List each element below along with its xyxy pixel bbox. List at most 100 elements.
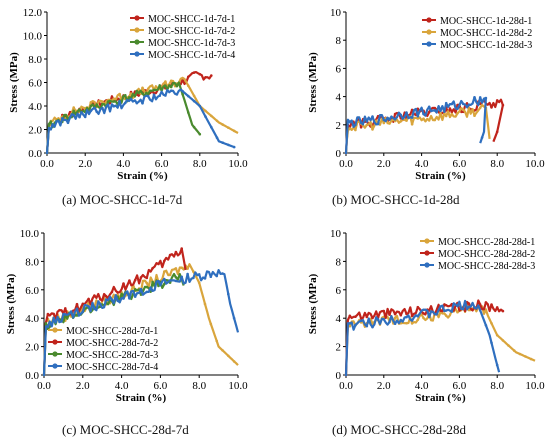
y-tick-label: 10 (330, 228, 342, 240)
series-marker (163, 259, 166, 263)
series-marker (46, 325, 50, 328)
series-marker (405, 111, 408, 114)
x-tick-label: 6.0 (155, 158, 169, 170)
legend-label: MOC-SHCC-1d-7d-3 (148, 38, 235, 49)
series-marker (152, 88, 156, 92)
series-marker (139, 287, 143, 291)
series-marker (197, 281, 201, 285)
series-marker (410, 108, 414, 112)
series-marker (227, 292, 230, 296)
series-marker (215, 119, 219, 123)
legend-swatch-marker (426, 29, 432, 35)
x-tick-label: 8.0 (193, 158, 207, 170)
series-marker (157, 279, 160, 283)
series-marker (501, 309, 505, 313)
y-tick-label: 2.0 (25, 342, 39, 354)
series-marker (410, 123, 414, 126)
series-marker (416, 305, 420, 309)
series-marker (410, 319, 414, 322)
series-marker (175, 93, 179, 96)
series-marker (174, 276, 178, 279)
series-marker (110, 290, 114, 294)
series-marker (444, 314, 448, 317)
series-marker (232, 316, 236, 320)
x-tick-label: 0.0 (40, 158, 54, 170)
series-marker (192, 270, 195, 273)
x-tick-label: 10.0 (228, 380, 248, 392)
x-tick-label: 2.0 (377, 158, 391, 170)
series-marker (433, 118, 437, 122)
series-line-0-1 (45, 76, 239, 154)
x-axis-title: Strain (%) (116, 392, 167, 404)
series-marker (427, 105, 431, 109)
series-marker (64, 313, 67, 316)
series-marker (388, 118, 391, 121)
series-marker (382, 318, 386, 321)
y-tick-label: 8 (336, 35, 342, 47)
y-tick-label: 4.0 (25, 313, 39, 325)
series-marker (473, 96, 476, 99)
series-marker (210, 114, 213, 118)
series-marker (524, 355, 527, 358)
series-marker (164, 84, 167, 87)
x-tick-label: 2.0 (78, 158, 92, 170)
y-tick-label: 10.0 (23, 31, 43, 43)
series-marker (141, 86, 144, 90)
series-marker (204, 76, 207, 79)
x-tick-label: 4.0 (415, 158, 429, 170)
series-marker (163, 270, 166, 273)
y-tick-label: 2 (336, 120, 342, 132)
series-marker (151, 266, 154, 270)
legend-swatch-marker (52, 327, 58, 333)
series-marker (444, 114, 448, 118)
x-axis-title: Strain (%) (415, 392, 466, 404)
series-marker (393, 312, 397, 316)
series-marker (478, 309, 482, 312)
series-marker (203, 302, 207, 306)
x-tick-label: 8.0 (490, 158, 504, 170)
series-marker (49, 120, 53, 123)
legend-swatch-marker (134, 51, 140, 57)
series-marker (495, 333, 499, 337)
series-marker (405, 119, 408, 122)
series-marker (209, 322, 213, 326)
series-marker (405, 321, 408, 325)
y-axis-title: Stress (MPa) (307, 52, 319, 113)
chart-panel-0: 0.0 2.0 4.0 6.0 8.0 10.0 12.0 0.0 2.0 4.0 6.0 8.0 10… (8, 7, 248, 182)
series-marker (180, 275, 183, 279)
series-marker (151, 280, 154, 284)
series-marker (359, 317, 363, 320)
legend-label: MOC-SHCC-28d-7d-4 (66, 362, 158, 373)
series-marker (348, 120, 352, 124)
series-marker (422, 112, 425, 116)
series-marker (376, 122, 380, 126)
series-marker (186, 267, 189, 270)
series-marker (169, 89, 173, 92)
series-marker (444, 101, 448, 105)
legend-swatch-marker (424, 262, 430, 268)
series-marker (181, 93, 184, 96)
series-marker (46, 312, 50, 316)
legend-label: MOC-SHCC-28d-28d-3 (438, 261, 535, 272)
y-tick-label: 12.0 (23, 7, 43, 19)
series-marker (410, 322, 414, 325)
series-marker (122, 297, 125, 300)
series-marker (66, 121, 70, 125)
series-marker (145, 281, 149, 285)
series-marker (512, 349, 516, 352)
series-marker (198, 132, 202, 136)
series-marker (93, 294, 96, 297)
series-marker (371, 128, 374, 131)
legend-label: MOC-SHCC-1d-28d-2 (440, 28, 532, 39)
series-marker (101, 102, 104, 106)
series-marker (198, 72, 202, 76)
x-tick-label: 4.0 (117, 158, 131, 170)
series-marker (410, 116, 414, 119)
series-marker (461, 307, 465, 311)
series-marker (112, 97, 116, 100)
series-marker (146, 94, 150, 98)
series-marker (495, 99, 499, 102)
series-marker (204, 115, 207, 118)
series-marker (180, 266, 183, 270)
legend-swatch-marker (134, 15, 140, 21)
